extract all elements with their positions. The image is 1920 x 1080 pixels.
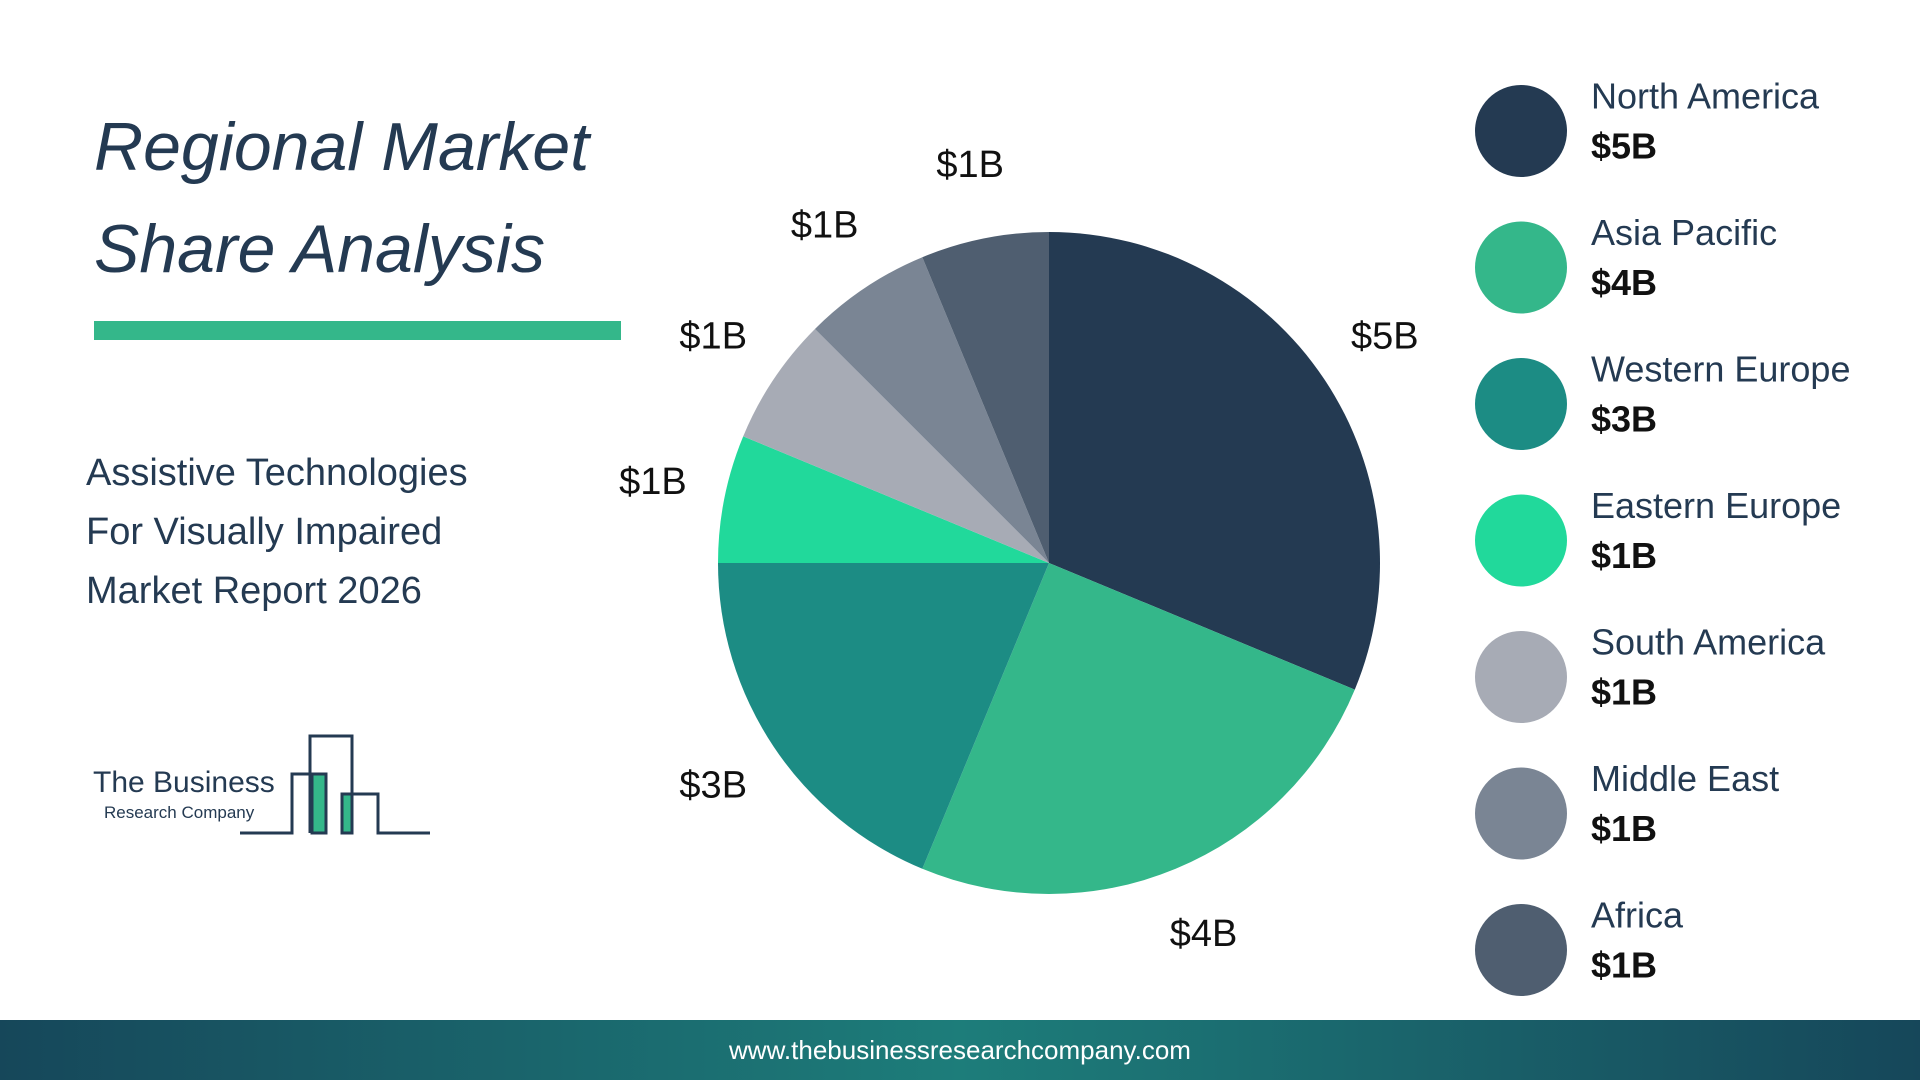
data-label: $1B: [619, 461, 687, 503]
pie-slice: [922, 563, 1355, 895]
pie-slice: [718, 436, 1049, 563]
logo-subtext: Research Company: [104, 803, 255, 822]
title-underline: [94, 321, 621, 340]
legend-label: Western Europe: [1591, 349, 1850, 390]
legend-marker: [1475, 904, 1567, 996]
pie-slice: [814, 257, 1049, 563]
data-label: $5B: [1351, 316, 1419, 358]
legend-marker: [1475, 767, 1567, 860]
legend-label: Asia Pacific: [1591, 212, 1777, 253]
logo-building: [352, 792, 430, 835]
legend-label: Africa: [1591, 895, 1684, 936]
pie-slice: [1049, 232, 1380, 690]
footer: www.thebusinessresearchcompany.com: [0, 1020, 1920, 1080]
legend-label: Eastern Europe: [1591, 485, 1841, 526]
pie-slice: [743, 328, 1049, 563]
pie-slice: [922, 232, 1049, 563]
legend-marker: [1475, 631, 1567, 723]
legend-label: Middle East: [1591, 758, 1779, 799]
legend-marker: [1475, 494, 1567, 587]
legend-value: $1B: [1591, 672, 1657, 713]
pie-slice: [718, 563, 1049, 869]
logo-building: [340, 792, 354, 835]
data-label: $4B: [1170, 913, 1238, 955]
legend-label: South America: [1591, 622, 1826, 663]
company-logo: The Business Research Company: [93, 734, 430, 835]
legend-value: $1B: [1591, 945, 1657, 986]
data-label: $3B: [679, 764, 747, 806]
chart: $5B North America $5B $4B Asia Pacific $4B $3B…: [619, 76, 1850, 996]
data-label: $1B: [936, 144, 1004, 186]
legend-value: $5B: [1591, 126, 1657, 167]
legend-label: North America: [1591, 76, 1820, 117]
logo-building: [310, 772, 328, 835]
chart-subtitle: Assistive Technologies For Visually Impa…: [86, 452, 468, 612]
legend-value: $1B: [1591, 535, 1657, 576]
legend-marker: [1475, 358, 1567, 450]
legend-value: $3B: [1591, 399, 1657, 440]
legend-value: $4B: [1591, 262, 1657, 303]
data-label: $1B: [679, 316, 747, 358]
legend-marker: [1475, 221, 1567, 314]
legend-marker: [1475, 85, 1567, 177]
chart-title: Regional Market Share Analysis: [94, 109, 590, 287]
logo-building: [308, 734, 354, 833]
logo-text: The Business: [93, 766, 275, 799]
legend-value: $1B: [1591, 808, 1657, 849]
data-label: $1B: [791, 204, 859, 246]
